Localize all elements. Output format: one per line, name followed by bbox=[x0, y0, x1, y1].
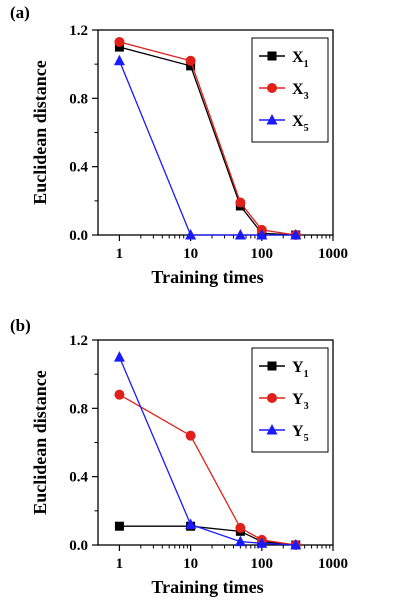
legend-entry-Y1: Y1 bbox=[259, 359, 309, 380]
legend-marker bbox=[267, 393, 277, 403]
legend-marker bbox=[267, 83, 277, 93]
x-tick-label: 1000 bbox=[318, 246, 348, 262]
data-point-Y3-2 bbox=[235, 522, 246, 533]
x-axis-label: Training times bbox=[151, 577, 263, 597]
chart-panel-a: (a) 1 10 100 1000 0.0 0.4 0.8 1.2 Training times E… bbox=[10, 3, 348, 287]
legend-marker bbox=[267, 361, 277, 371]
legend-marker bbox=[266, 114, 278, 125]
legend-label-main: Y bbox=[292, 423, 304, 440]
data-point-X1-0 bbox=[114, 42, 124, 52]
x-tick-label: 100 bbox=[251, 246, 274, 262]
legend-entry-X3: X3 bbox=[259, 81, 309, 102]
data-point-Y5-3 bbox=[256, 537, 268, 548]
legend-entry-X5: X5 bbox=[259, 113, 309, 134]
series-Y5 bbox=[113, 351, 302, 550]
panel-label: (a) bbox=[10, 3, 30, 22]
legend-label: X5 bbox=[292, 113, 309, 134]
legend-label-main: X bbox=[292, 113, 304, 130]
data-point-X3-1 bbox=[185, 55, 196, 66]
legend-label-subscript: 1 bbox=[304, 59, 309, 70]
legend-label: Y3 bbox=[292, 391, 309, 412]
legend-box bbox=[251, 37, 329, 143]
data-point-X1-1 bbox=[186, 61, 196, 71]
legend-label-main: X bbox=[292, 49, 304, 66]
data-point-X5-3 bbox=[256, 229, 268, 240]
legend-label-subscript: 1 bbox=[304, 369, 309, 380]
data-point-Y3-0 bbox=[114, 389, 125, 400]
legend-label-subscript: 3 bbox=[304, 401, 309, 412]
y-tick-label: 0.8 bbox=[69, 91, 88, 107]
data-point-X3-0 bbox=[114, 36, 125, 47]
x-tick-label: 1000 bbox=[318, 556, 348, 572]
legend-entry-Y3: Y3 bbox=[259, 391, 309, 412]
x-tick-label: 10 bbox=[183, 246, 198, 262]
legend-marker bbox=[267, 51, 277, 61]
y-tick-label: 1.2 bbox=[69, 23, 88, 39]
y-axis-label: Euclidean distance bbox=[30, 60, 50, 205]
x-axis-label: Training times bbox=[151, 267, 263, 287]
data-point-Y5-4 bbox=[290, 539, 302, 550]
y-tick-label: 0.4 bbox=[69, 160, 88, 176]
y-axis-label: Euclidean distance bbox=[30, 370, 50, 515]
x-tick-label: 10 bbox=[183, 556, 198, 572]
chart-panel-b: (b) 1 10 100 1000 0.0 0.4 0.8 1.2 Training times E… bbox=[10, 316, 348, 597]
legend-entry-Y5: Y5 bbox=[259, 423, 309, 444]
legend-label-subscript: 3 bbox=[304, 91, 309, 102]
legend-entry-X1: X1 bbox=[259, 49, 309, 70]
y-tick-label: 0.4 bbox=[69, 470, 88, 486]
legend-label-main: Y bbox=[292, 391, 304, 408]
legend-label: Y1 bbox=[292, 359, 309, 380]
data-point-Y5-0 bbox=[113, 351, 125, 362]
legend-label: X1 bbox=[292, 49, 309, 70]
legend-label: Y5 bbox=[292, 423, 309, 444]
legend-label: X3 bbox=[292, 81, 309, 102]
data-point-Y5-2 bbox=[234, 535, 246, 547]
y-tick-label: 0.0 bbox=[69, 538, 88, 554]
y-tick-label: 0.8 bbox=[69, 401, 88, 417]
legend-label-subscript: 5 bbox=[304, 433, 309, 444]
series-X5 bbox=[113, 54, 302, 240]
data-point-Y3-1 bbox=[185, 430, 196, 441]
series-line-Y1 bbox=[119, 525, 296, 546]
data-point-Y1-0 bbox=[114, 521, 124, 531]
legend-label-main: X bbox=[292, 81, 304, 98]
x-tick-label: 1 bbox=[116, 556, 124, 572]
data-point-X5-0 bbox=[113, 54, 125, 66]
legend-box bbox=[251, 347, 329, 453]
data-point-X5-4 bbox=[290, 229, 302, 240]
y-tick-label: 1.2 bbox=[69, 333, 88, 349]
data-point-X5-1 bbox=[185, 229, 197, 240]
legend-label-subscript: 5 bbox=[304, 123, 309, 134]
legend-marker bbox=[266, 424, 278, 435]
data-point-X3-2 bbox=[235, 197, 246, 208]
x-tick-label: 100 bbox=[251, 556, 274, 572]
data-point-X5-2 bbox=[234, 229, 246, 240]
legend-label-main: Y bbox=[292, 359, 304, 376]
series-Y3 bbox=[114, 389, 301, 550]
x-tick-label: 1 bbox=[116, 246, 124, 262]
panel-label: (b) bbox=[10, 316, 31, 335]
y-tick-label: 0.0 bbox=[69, 228, 88, 244]
data-point-Y5-1 bbox=[185, 518, 197, 529]
